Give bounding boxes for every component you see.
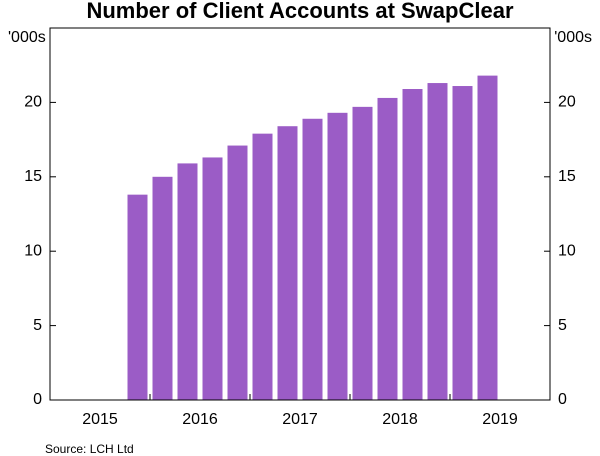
bar	[202, 157, 223, 400]
y-tick-label: 20	[24, 94, 42, 111]
bar	[377, 97, 398, 400]
bar	[477, 75, 498, 400]
bar	[302, 118, 323, 400]
y-tick-label: 10	[24, 242, 42, 259]
y2-tick-label: 15	[558, 168, 576, 185]
y2-tick-label: 10	[558, 242, 576, 259]
bar	[402, 89, 423, 401]
bar	[327, 112, 348, 400]
bar	[452, 86, 473, 401]
y-tick-label: 0	[33, 391, 42, 408]
bar	[427, 83, 448, 400]
bar	[277, 126, 298, 400]
y-tick-label: 5	[33, 317, 42, 334]
y-unit-left: '000s	[8, 29, 46, 46]
bar	[352, 106, 373, 400]
plot-frame	[49, 27, 551, 401]
chart-title: Number of Client Accounts at SwapClear	[86, 0, 513, 23]
y2-tick-label: 20	[558, 94, 576, 111]
bar	[227, 145, 248, 400]
y-unit-right: '000s	[554, 29, 592, 46]
bar	[127, 194, 148, 400]
y2-tick-label: 5	[558, 317, 567, 334]
bar	[252, 133, 273, 400]
bar	[152, 176, 173, 400]
x-tick-label: 2016	[182, 411, 218, 428]
x-tick-label: 2015	[82, 411, 118, 428]
bar	[177, 163, 198, 400]
x-tick-label: 2019	[482, 411, 518, 428]
x-tick-label: 2017	[282, 411, 318, 428]
y-tick-label: 15	[24, 168, 42, 185]
y2-tick-label: 0	[558, 391, 567, 408]
x-tick-label: 2018	[382, 411, 418, 428]
source-note: Source: LCH Ltd	[45, 442, 134, 456]
